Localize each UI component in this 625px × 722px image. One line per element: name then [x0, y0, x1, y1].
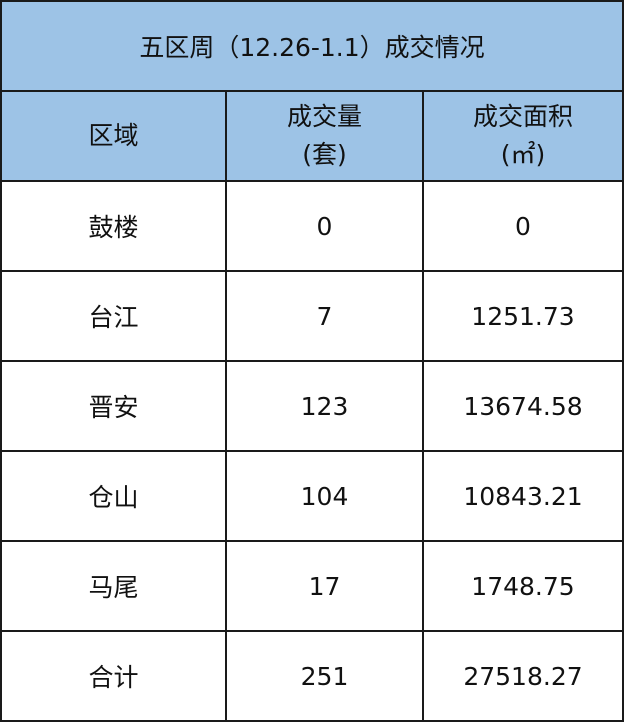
cell-volume: 0 [225, 180, 424, 272]
table-title: 五区周（12.26-1.1）成交情况 [0, 0, 624, 92]
table-row: 鼓楼 0 0 [0, 180, 624, 272]
cell-district: 台江 [0, 270, 227, 362]
cell-volume: 104 [225, 450, 424, 542]
table-row: 晋安 123 13674.58 [0, 360, 624, 452]
cell-area: 13674.58 [422, 360, 624, 452]
header-volume: 成交量 (套) [225, 90, 424, 182]
cell-area: 27518.27 [422, 630, 624, 722]
header-volume-unit: (套) [302, 140, 347, 169]
cell-volume: 251 [225, 630, 424, 722]
table-row: 台江 7 1251.73 [0, 270, 624, 362]
table-row: 马尾 17 1748.75 [0, 540, 624, 632]
cell-district: 合计 [0, 630, 227, 722]
cell-volume: 17 [225, 540, 424, 632]
header-district: 区域 [0, 90, 227, 182]
cell-area: 1748.75 [422, 540, 624, 632]
header-area-label: 成交面积 [472, 102, 573, 131]
cell-district: 马尾 [0, 540, 227, 632]
header-volume-label: 成交量 [286, 102, 362, 131]
header-area-unit: (㎡) [500, 140, 546, 169]
cell-volume: 7 [225, 270, 424, 362]
table-row: 合计 251 27518.27 [0, 630, 624, 722]
cell-area: 10843.21 [422, 450, 624, 542]
header-row: 区域 成交量 (套) 成交面积 (㎡) [0, 90, 624, 182]
cell-district: 鼓楼 [0, 180, 227, 272]
title-row: 五区周（12.26-1.1）成交情况 [0, 0, 624, 92]
cell-area: 0 [422, 180, 624, 272]
cell-district: 仓山 [0, 450, 227, 542]
table-row: 仓山 104 10843.21 [0, 450, 624, 542]
header-area: 成交面积 (㎡) [422, 90, 624, 182]
cell-area: 1251.73 [422, 270, 624, 362]
cell-district: 晋安 [0, 360, 227, 452]
cell-volume: 123 [225, 360, 424, 452]
